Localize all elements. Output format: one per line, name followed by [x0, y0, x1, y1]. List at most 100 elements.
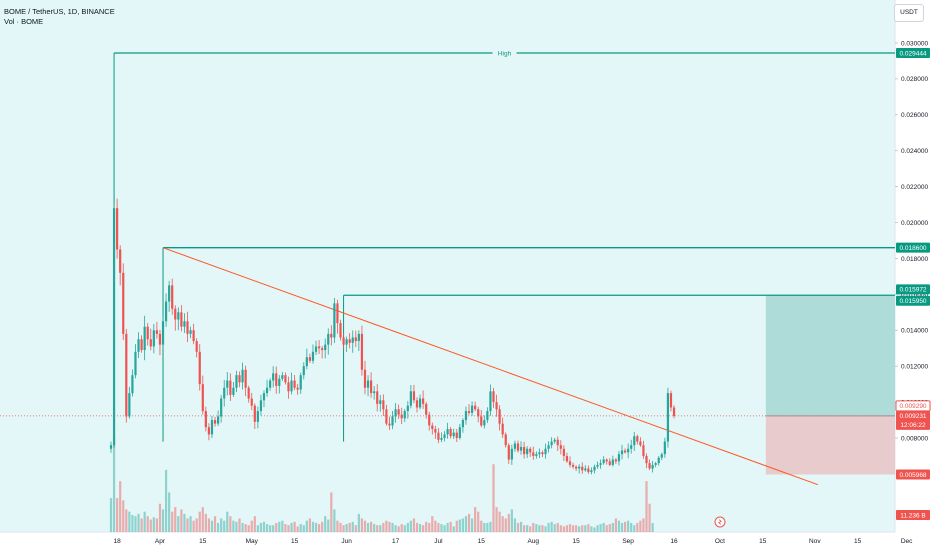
volume-bar	[596, 525, 599, 532]
volume-bar	[128, 511, 131, 532]
volume-bar	[333, 509, 336, 532]
candle-body	[480, 416, 483, 426]
volume-bar	[317, 524, 321, 532]
candle-body	[201, 384, 204, 412]
candle-body	[397, 409, 400, 415]
candle-body	[152, 330, 155, 347]
volume-bar	[339, 522, 342, 532]
volume-bars	[109, 436, 654, 532]
volume-bar	[382, 522, 385, 532]
volume-bar	[461, 518, 464, 532]
candle-body	[385, 409, 388, 424]
candle-body	[608, 461, 611, 465]
candle-body	[330, 333, 333, 338]
candle-body	[602, 459, 605, 464]
volume-bar	[210, 520, 214, 532]
volume-bar	[238, 518, 241, 532]
volume-bar	[578, 526, 581, 532]
candle-body	[584, 468, 587, 471]
symbol-title[interactable]: BOME / TetherUS, 1D, BINANCE	[4, 7, 115, 16]
volume-bar	[109, 498, 113, 532]
candle-body	[510, 448, 513, 460]
candle-body	[391, 416, 394, 426]
time-axis[interactable]: 18 Apr 15 May 15 Jun 17 Jul 15 Aug 15 Sep 16 Oct 15 Nov…	[114, 538, 932, 545]
candle-body	[259, 400, 263, 412]
volume-bar	[321, 521, 324, 532]
x-tick-label: Jun	[341, 538, 352, 545]
candle-body	[547, 445, 550, 449]
volume-bar	[278, 521, 281, 532]
candle-body	[119, 249, 122, 273]
volume-bar	[425, 521, 428, 532]
volume-bar	[593, 527, 596, 532]
volume-bar	[235, 521, 238, 532]
volume-bar	[158, 503, 162, 532]
volume-bar	[529, 526, 532, 532]
x-tick-label: Oct	[715, 538, 725, 545]
volume-bar	[180, 509, 183, 532]
volume-bar	[394, 525, 397, 532]
stop-zone[interactable]	[765, 415, 895, 475]
volume-bar	[513, 518, 517, 532]
candle-body	[366, 380, 370, 388]
trendline-layer[interactable]	[162, 247, 819, 486]
volume-bar	[143, 511, 146, 532]
candle-body	[431, 425, 434, 430]
volume-bar	[544, 526, 547, 532]
candle-body	[620, 450, 624, 455]
volume-bar	[568, 524, 572, 532]
candle-body	[220, 398, 223, 417]
candle-body	[357, 333, 360, 342]
candle-body	[272, 373, 275, 381]
candle-body	[134, 351, 137, 376]
candle-body	[535, 454, 538, 456]
candle-body	[440, 438, 443, 440]
volume-bar	[608, 524, 611, 532]
candle-body	[195, 341, 198, 352]
volume-bar	[547, 522, 550, 532]
volume-bar	[470, 518, 474, 532]
candle-body	[590, 470, 593, 473]
volume-indicator-label[interactable]: Vol · BOME	[4, 17, 44, 26]
volume-bar	[177, 516, 180, 532]
volume-bar	[406, 522, 409, 532]
volume-bar	[434, 520, 437, 532]
volume-bar	[504, 518, 507, 532]
level-label-bg	[492, 47, 517, 58]
volume-bar	[559, 525, 562, 532]
candle-body	[296, 387, 299, 390]
price-tag-label: 0.029444	[899, 50, 926, 57]
candle-body	[553, 439, 556, 442]
volume-bar	[599, 524, 602, 532]
x-tick-label: 17	[392, 538, 400, 545]
volume-bar	[614, 518, 617, 532]
candle-body	[213, 420, 217, 424]
candle-body	[373, 391, 376, 394]
volume-bar	[360, 518, 364, 532]
volume-bar	[452, 526, 455, 532]
candle-body	[544, 448, 547, 455]
price-tag: 0.015972	[896, 284, 930, 295]
volume-bar	[385, 520, 388, 532]
resistance-trendline[interactable]	[162, 247, 819, 486]
volume-bar	[388, 521, 391, 532]
candle-body	[504, 434, 507, 446]
volume-bar	[324, 516, 327, 532]
candle-body	[336, 303, 339, 324]
candle-body	[140, 339, 143, 351]
currency-button[interactable]: USDT	[894, 4, 924, 22]
candle-body	[299, 375, 302, 390]
candle-body	[617, 454, 621, 462]
volume-bar	[207, 518, 211, 532]
candle-body	[633, 436, 636, 446]
volume-bar	[327, 519, 330, 532]
target-zone[interactable]	[765, 294, 895, 416]
volume-bar	[336, 520, 339, 532]
volume-bar	[168, 492, 171, 532]
price-tag-label: 0.018600	[899, 245, 926, 252]
x-tick-label: Aug	[527, 538, 539, 545]
candle-body	[587, 468, 590, 473]
volume-bar	[526, 525, 529, 532]
replay-icon[interactable]	[714, 516, 726, 528]
